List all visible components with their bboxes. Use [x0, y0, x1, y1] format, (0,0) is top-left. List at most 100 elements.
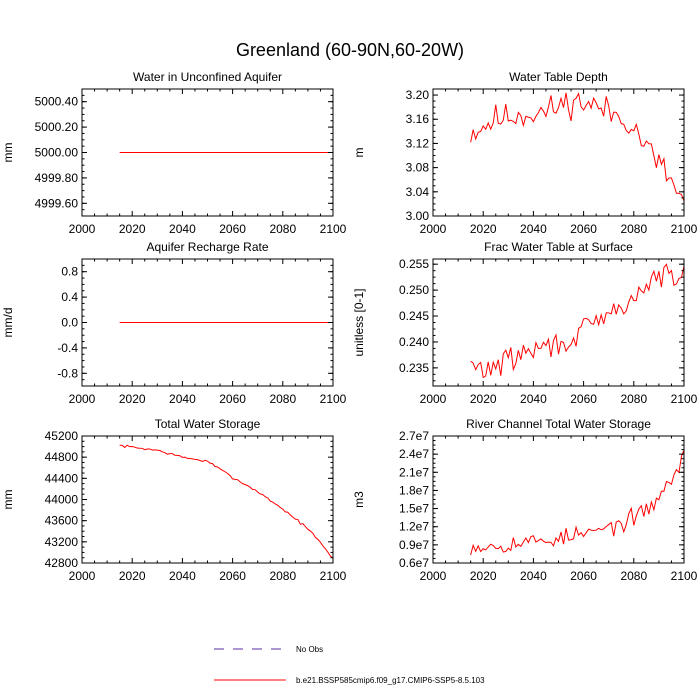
y-tick-label: 3.08	[406, 161, 430, 175]
y-tick-label: 0.4	[61, 290, 78, 304]
panel-title: Aquifer Recharge Rate	[146, 240, 268, 254]
x-tick-label: 2000	[69, 569, 96, 583]
x-tick-label: 2020	[119, 392, 146, 406]
legend-label-model-run: b.e21.BSSP585cmip6.f09_g17.CMIP6-SSP5-8.…	[296, 676, 485, 685]
x-tick-label: 2000	[69, 222, 96, 236]
x-tick-label: 2000	[420, 392, 447, 406]
y-axis-label: mm	[1, 143, 15, 163]
x-tick-label: 2060	[219, 222, 246, 236]
y-tick-label: 2.4e7	[399, 447, 429, 461]
x-tick-label: 2000	[420, 569, 447, 583]
y-axis-label: unitless [0-1]	[352, 288, 366, 356]
y-tick-label: 42800	[45, 556, 79, 570]
y-tick-label: 0.240	[399, 335, 429, 349]
x-tick-label: 2060	[219, 392, 246, 406]
x-tick-label: 2020	[470, 569, 497, 583]
panel-title: Frac Water Table at Surface	[484, 240, 633, 254]
y-tick-label: 0.235	[399, 361, 429, 375]
y-tick-label: 0.250	[399, 283, 429, 297]
x-tick-label: 2020	[119, 569, 146, 583]
panel-title: Water in Unconfined Aquifer	[133, 70, 282, 84]
y-tick-label: 3.12	[406, 136, 430, 150]
x-tick-label: 2040	[520, 392, 547, 406]
y-tick-label: 4999.80	[35, 171, 79, 185]
y-tick-label: 4999.60	[35, 196, 79, 210]
x-tick-label: 2080	[620, 569, 647, 583]
y-tick-label: 0.255	[399, 257, 429, 271]
y-tick-label: 0.0	[61, 316, 78, 330]
legend: No Obs b.e21.BSSP585cmip6.f09_g17.CMIP6-…	[214, 645, 485, 685]
x-tick-label: 2040	[169, 569, 196, 583]
x-tick-label: 2020	[119, 222, 146, 236]
series-line	[119, 444, 333, 559]
x-tick-label: 2000	[69, 392, 96, 406]
y-tick-label: 0.9e7	[399, 538, 429, 552]
panel-1: Water in Unconfined Aquifer mm 2000 2020 204…	[1, 70, 347, 236]
figure-title: Greenland (60-90N,60-20W)	[236, 40, 464, 60]
y-tick-label: 2.1e7	[399, 465, 429, 479]
y-axis-label: mm/d	[1, 308, 15, 338]
series-line	[470, 263, 684, 379]
x-tick-label: 2060	[570, 222, 597, 236]
legend-label-no-obs: No Obs	[296, 645, 323, 654]
y-tick-label: 0.6e7	[399, 556, 429, 570]
x-tick-label: 2100	[671, 392, 698, 406]
y-tick-label: 0.245	[399, 309, 429, 323]
series-line	[470, 92, 684, 202]
panels: Water in Unconfined Aquifer mm 2000 2020 204…	[1, 70, 698, 583]
x-tick-label: 2040	[520, 222, 547, 236]
y-tick-label: 3.16	[406, 112, 430, 126]
x-tick-label: 2080	[620, 222, 647, 236]
x-tick-label: 2020	[470, 392, 497, 406]
y-tick-label: 5000.00	[35, 146, 79, 160]
y-tick-label: 2.7e7	[399, 429, 429, 443]
x-tick-label: 2060	[570, 569, 597, 583]
x-tick-label: 2100	[320, 569, 347, 583]
x-tick-label: 2000	[420, 222, 447, 236]
y-tick-label: 44800	[45, 450, 79, 464]
y-tick-label: 1.8e7	[399, 483, 429, 497]
y-tick-label: 1.2e7	[399, 520, 429, 534]
panel-2: Water Table Depth m 2000 2020 2040 2060 2080 21…	[352, 70, 698, 236]
x-tick-label: 2100	[671, 569, 698, 583]
x-tick-label: 2080	[620, 392, 647, 406]
y-tick-label: 3.00	[406, 209, 430, 223]
y-tick-label: 44400	[45, 471, 79, 485]
y-tick-label: 0.8	[61, 265, 78, 279]
x-tick-label: 2080	[269, 392, 296, 406]
panel-3: Aquifer Recharge Rate mm/d 2000 2020 2040 206…	[1, 240, 347, 406]
y-axis-label: m3	[352, 491, 366, 508]
y-tick-label: 44000	[45, 493, 79, 507]
x-tick-label: 2100	[671, 222, 698, 236]
y-tick-label: 43200	[45, 535, 79, 549]
x-tick-label: 2060	[570, 392, 597, 406]
panel-6: River Channel Total Water Storage m3 2000 2…	[352, 417, 698, 583]
x-tick-label: 2040	[169, 392, 196, 406]
y-tick-label: 5000.40	[35, 95, 79, 109]
panel-5: Total Water Storage mm 2000 2020 2040 2060 208…	[1, 417, 347, 583]
y-tick-label: -0.4	[57, 341, 78, 355]
y-tick-label: -0.8	[57, 366, 78, 380]
x-tick-label: 2040	[520, 569, 547, 583]
x-tick-label: 2100	[320, 392, 347, 406]
y-tick-label: 3.20	[406, 88, 430, 102]
y-tick-label: 45200	[45, 429, 79, 443]
y-tick-label: 3.04	[406, 185, 430, 199]
panel-title: River Channel Total Water Storage	[466, 417, 651, 431]
x-tick-label: 2040	[169, 222, 196, 236]
x-tick-label: 2100	[320, 222, 347, 236]
y-tick-label: 5000.20	[35, 120, 79, 134]
series-line	[470, 449, 684, 556]
x-tick-label: 2080	[269, 569, 296, 583]
y-tick-label: 43600	[45, 514, 79, 528]
x-tick-label: 2080	[269, 222, 296, 236]
panel-title: Total Water Storage	[155, 417, 261, 431]
x-tick-label: 2020	[470, 222, 497, 236]
panel-4: Frac Water Table at Surface unitless [0-1…	[352, 240, 698, 406]
panel-title: Water Table Depth	[509, 70, 608, 84]
y-axis-label: m	[352, 148, 366, 158]
x-tick-label: 2060	[219, 569, 246, 583]
y-axis-label: mm	[1, 490, 15, 510]
